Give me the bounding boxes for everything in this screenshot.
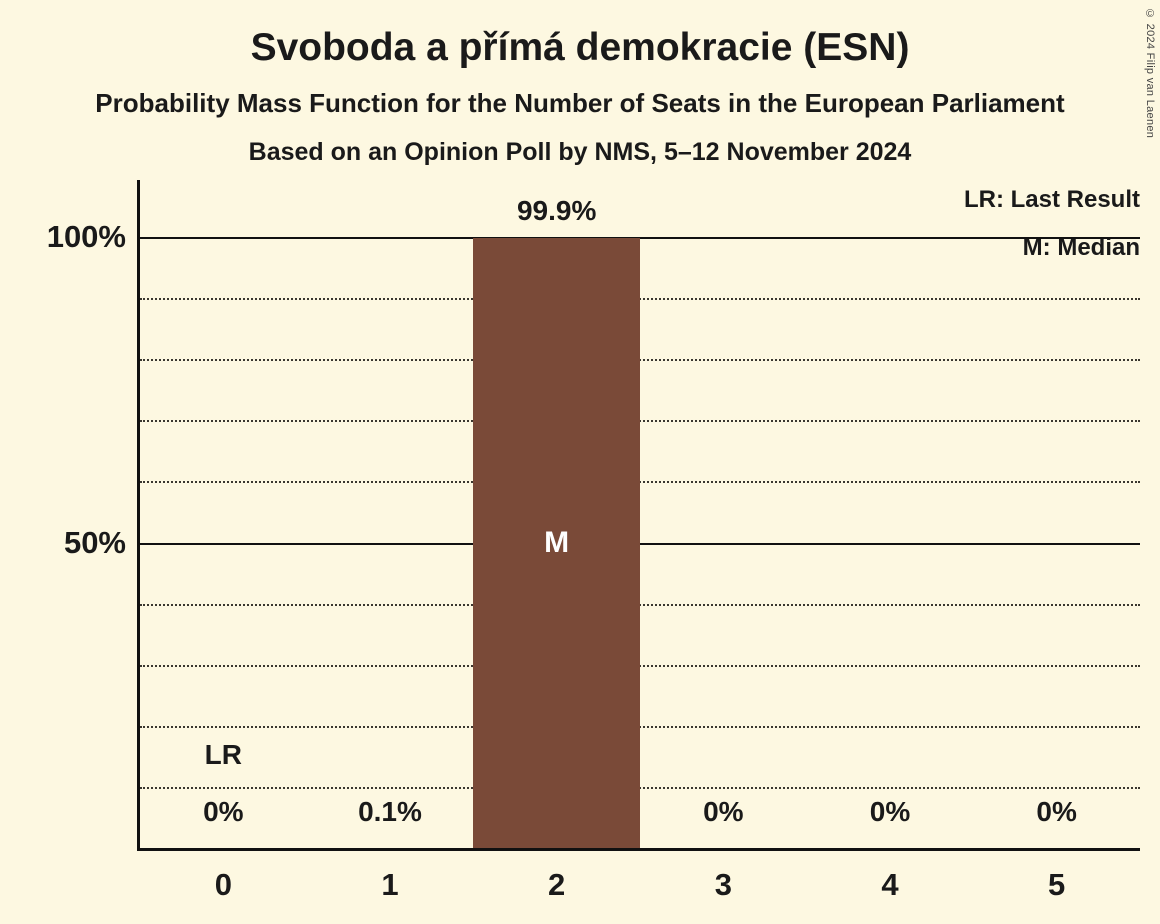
x-tick-label-1: 1: [381, 867, 399, 902]
y-tick-label-100pct: 100%: [46, 219, 126, 254]
x-tick-label-4: 4: [881, 867, 899, 902]
chart-subtitle: Probability Mass Function for the Number…: [95, 88, 1065, 118]
last-result-marker: LR: [204, 739, 242, 770]
gridline-100pct: [140, 237, 1140, 239]
gridline-90pct: [140, 298, 1140, 301]
x-tick-label-5: 5: [1048, 867, 1066, 902]
plot-area: 0% 0.1% 99.9% 0% 0% 0% LR M: [140, 180, 1140, 848]
value-label-seats-4: 0%: [869, 796, 911, 827]
gridline-60pct: [140, 481, 1140, 484]
gridline-70pct: [140, 420, 1140, 423]
gridline-10pct: [140, 786, 1140, 789]
y-tick-label-50pct: 50%: [63, 524, 126, 560]
legend-last-result: LR: Last Result: [963, 186, 1140, 213]
gridline-80pct: [140, 359, 1140, 362]
x-tick-label-3: 3: [714, 867, 732, 902]
gridline-20pct: [140, 725, 1140, 728]
chart-title: Svoboda a přímá demokracie (ESN): [250, 26, 910, 69]
value-label-seats-5: 0%: [1036, 796, 1077, 827]
gridline-50pct: [140, 542, 1140, 545]
gridline-30pct: [140, 664, 1140, 667]
chart-poll-source: Based on an Opinion Poll by NMS, 5–12 No…: [248, 138, 912, 166]
copyright-notice: © 2024 Filip van Laenen: [1144, 8, 1156, 139]
value-label-seats-1: 0.1%: [358, 796, 422, 827]
x-axis-line: [137, 848, 1140, 851]
value-label-seats-0: 0%: [203, 796, 244, 827]
gridline-40pct: [140, 603, 1140, 606]
bar-seats-2: [473, 237, 640, 848]
value-label-seats-2: 99.9%: [516, 194, 597, 226]
median-marker: M: [544, 525, 570, 559]
x-tick-label-2: 2: [548, 867, 566, 902]
x-tick-label-0: 0: [214, 867, 232, 902]
value-label-seats-3: 0%: [703, 796, 744, 827]
y-axis-line: [137, 180, 140, 851]
